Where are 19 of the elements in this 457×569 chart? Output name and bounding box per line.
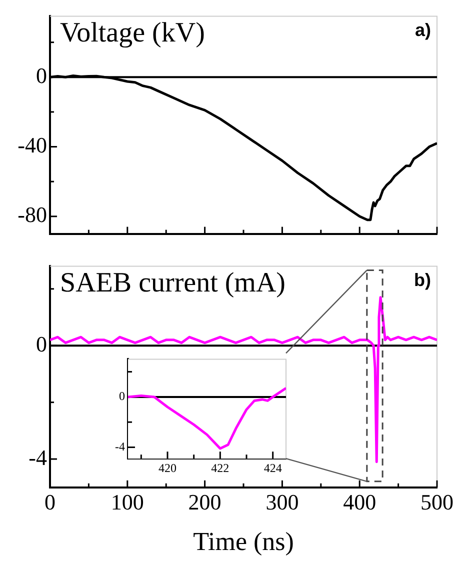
annotation: a): [414, 20, 431, 40]
y-tick-label: -4: [28, 444, 47, 470]
x-tick-label: 300: [266, 489, 299, 514]
x-tick-label: 100: [110, 489, 144, 514]
x-axis-title: Time (ns): [193, 527, 294, 556]
x-tick-label: 420: [158, 460, 176, 475]
x-tick-label: 424: [264, 460, 282, 475]
annotation: b): [414, 270, 431, 290]
y-tick-label: -40: [18, 132, 47, 158]
y-tick-label: 0: [36, 62, 47, 88]
y-tick-label: -80: [18, 202, 47, 228]
x-tick-label: 200: [188, 489, 222, 514]
chart-title: Voltage (kV): [60, 18, 205, 49]
chart-title: SAEB current (mA): [60, 268, 286, 299]
y-tick-label: -4: [115, 439, 125, 454]
x-tick-label: 500: [420, 489, 454, 514]
x-tick-label: 422: [211, 460, 230, 475]
x-tick-label: 400: [343, 489, 376, 514]
y-tick-label: 0: [36, 331, 47, 356]
